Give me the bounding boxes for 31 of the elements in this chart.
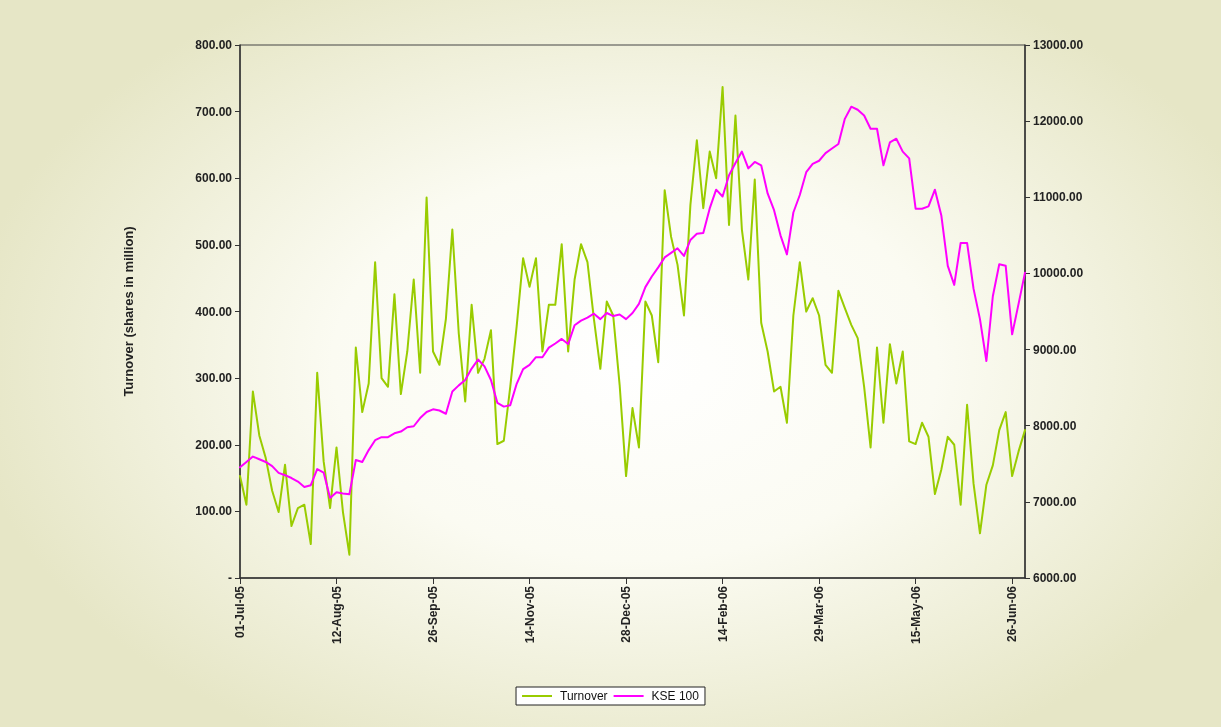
x-tick-label: 26-Sep-05 bbox=[426, 585, 441, 643]
y2-tick-label: 13000.00 bbox=[1033, 38, 1084, 52]
y-tick-label: 600.00 bbox=[195, 171, 233, 186]
x-tick-label: 12-Aug-05 bbox=[329, 585, 344, 645]
y2-tick-label: 7000.00 bbox=[1033, 494, 1077, 509]
x-tick-label: 28-Dec-05 bbox=[619, 585, 634, 643]
y-tick-label: - bbox=[228, 571, 232, 585]
y-tick-label: 400.00 bbox=[195, 304, 233, 319]
y2-tick-label: 12000.00 bbox=[1033, 114, 1084, 129]
legend-label: Turnover bbox=[560, 689, 608, 703]
y-axis-title: Turnover (shares in million) bbox=[121, 226, 136, 397]
x-tick-label: 01-Jul-05 bbox=[233, 585, 247, 639]
x-tick-label: 14-Nov-05 bbox=[522, 585, 537, 644]
y2-tick-label: 8000.00 bbox=[1033, 418, 1077, 433]
x-tick-label: 26-Jun-06 bbox=[1005, 585, 1020, 643]
y-tick-label: 100.00 bbox=[195, 504, 233, 519]
x-tick-label: 29-Mar-06 bbox=[812, 585, 827, 643]
y2-tick-label: 9000.00 bbox=[1033, 342, 1077, 357]
x-tick-label: 14-Feb-06 bbox=[715, 585, 730, 643]
line-series bbox=[239, 105, 1026, 500]
y-tick-label: 700.00 bbox=[195, 104, 233, 119]
y-tick-label: 300.00 bbox=[195, 371, 233, 386]
x-tick-label: 15-May-06 bbox=[908, 585, 923, 645]
y-tick-label: 500.00 bbox=[195, 237, 233, 252]
y-tick-label: 800.00 bbox=[195, 38, 233, 52]
y2-tick-label: 11000.00 bbox=[1033, 190, 1083, 205]
legend-label: KSE 100 bbox=[651, 689, 700, 703]
y-tick-label: 200.00 bbox=[195, 437, 233, 452]
y2-tick-label: 6000.00 bbox=[1033, 571, 1077, 585]
y2-tick-label: 10000.00 bbox=[1033, 266, 1084, 281]
line-series bbox=[239, 85, 1026, 556]
